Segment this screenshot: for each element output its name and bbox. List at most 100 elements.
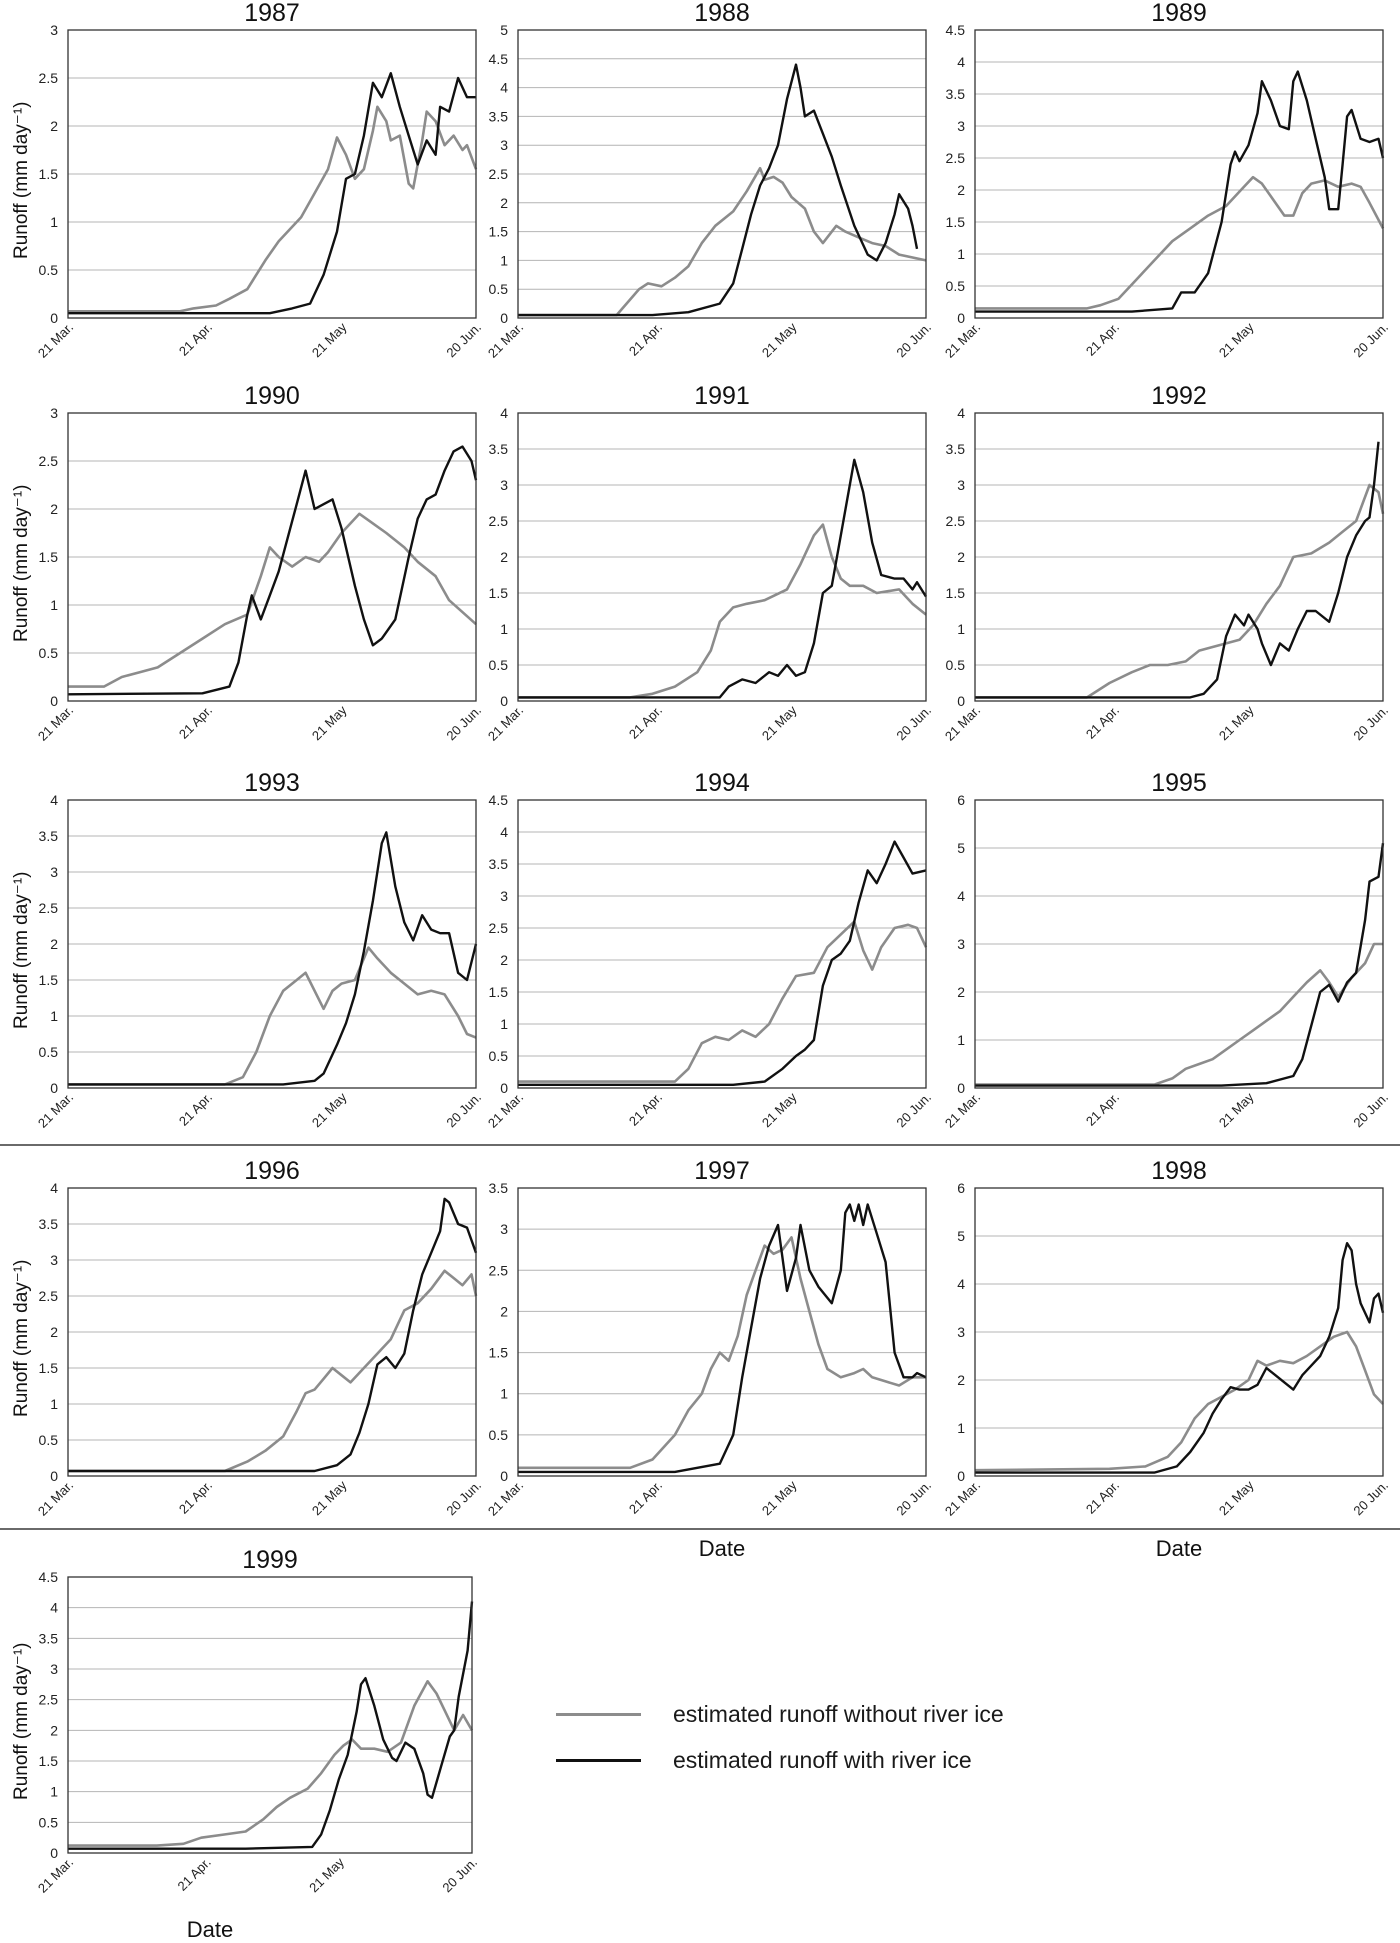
y-axis-title: Runoff (mm day⁻¹) [11,871,32,1030]
x-tick-label: 21 May [1216,319,1257,360]
y-tick-label: 0 [500,693,508,709]
y-tick-label: 2 [50,1722,58,1738]
y-tick-label: 6 [957,1180,965,1196]
y-axis-title: Runoff (mm day⁻¹) [11,1259,32,1418]
series-line-with-river-ice [975,70,1385,313]
series-line-without-river-ice [68,1680,474,1847]
y-tick-label: 4.5 [946,22,966,38]
y-tick-label: 1.5 [489,1345,509,1361]
y-tick-label: 0 [500,1080,508,1096]
x-tick-label: 20 Jun. [443,1478,484,1519]
y-tick-label: 1 [500,621,508,637]
y-tick-label: 0 [957,310,965,326]
y-tick-label: 3.5 [946,86,966,102]
x-tick-label: 21 May [1216,1089,1257,1130]
panel-title: 1993 [244,769,300,797]
y-tick-label: 3 [500,1221,508,1237]
plot-frame [517,1187,927,1477]
y-tick-label: 3.5 [489,856,509,872]
x-tick-label: 21 Apr. [1083,703,1122,742]
series-line-without-river-ice [68,1269,478,1473]
x-tick-label: 20 Jun. [893,703,934,744]
y-tick-label: 1 [500,1016,508,1032]
x-tick-label: 21 Apr. [626,1090,665,1129]
y-tick-label: 0 [50,1080,58,1096]
panel-1999: 00.511.522.533.544.521 Mar. 21 Apr. 21 May… [35,1569,480,1896]
y-tick-label: 0.5 [489,1048,509,1064]
y-tick-label: 0 [957,693,965,709]
y-tick-label: 3.5 [489,1180,509,1196]
y-tick-label: 0.5 [489,1427,509,1443]
x-tick-label: 21 May [1216,1477,1257,1518]
series-line-without-river-ice [974,1330,1384,1472]
x-tick-label: 21 Apr. [626,703,665,742]
legend-entry-without-ice: estimated runoff without river ice [556,1701,1004,1728]
y-tick-label: 2 [957,182,965,198]
x-tick-label: 21 May [1216,702,1257,743]
y-tick-label: 0.5 [489,657,509,673]
series-line-without-river-ice [518,166,927,317]
y-tick-label: 0.5 [39,262,59,278]
y-tick-label: 4 [500,405,508,421]
x-axis-title: Date [1155,1536,1203,1561]
x-tick-label: 21 Apr. [176,320,215,359]
y-tick-label: 5 [957,1228,965,1244]
y-tick-label: 3 [50,22,58,38]
y-tick-label: 3 [957,477,965,493]
plot-frame [67,412,477,702]
x-tick-label: 20 Jun. [1350,1090,1391,1131]
y-axis-title: Runoff (mm day⁻¹) [11,101,32,260]
row-separator [0,1144,1400,1146]
x-tick-label: 20 Jun. [443,1090,484,1131]
y-tick-label: 0.5 [946,657,966,673]
x-tick-label: 21 Apr. [176,1090,215,1129]
legend-swatch-grey [556,1713,641,1716]
y-tick-label: 2.5 [946,513,966,529]
y-tick-label: 4 [957,1276,965,1292]
y-tick-label: 2.5 [946,150,966,166]
series-line-with-river-ice [67,445,478,696]
panel-title: 1991 [694,382,750,410]
y-tick-label: 1.5 [39,549,59,565]
y-tick-label: 0.5 [489,281,509,297]
y-tick-label: 1.5 [39,166,59,182]
y-tick-label: 1 [957,1032,965,1048]
y-tick-label: 0 [500,310,508,326]
series-line-with-river-ice [68,72,476,315]
y-tick-label: 2.5 [489,920,509,936]
y-tick-label: 0 [50,1468,58,1484]
y-tick-label: 3.5 [39,1630,59,1646]
y-tick-label: 2 [957,984,965,1000]
y-tick-label: 1.5 [489,984,509,1000]
series-line-without-river-ice [68,105,478,313]
y-tick-label: 0.5 [39,1814,59,1830]
y-tick-label: 2.5 [39,1692,59,1708]
y-tick-label: 4 [957,54,965,70]
y-tick-label: 3.5 [946,441,966,457]
y-tick-label: 3 [500,888,508,904]
y-tick-label: 0 [957,1080,965,1096]
x-tick-label: 20 Jun. [893,1478,934,1519]
x-tick-label: 21 May [309,1477,350,1518]
series-line-without-river-ice [68,946,477,1086]
panel-title: 1992 [1151,382,1207,410]
x-tick-label: 20 Jun. [443,703,484,744]
x-tick-label: 21 Apr. [175,1855,214,1894]
plot-frame [67,29,477,319]
x-axis-title: Date [698,1536,746,1561]
y-tick-label: 5 [957,840,965,856]
y-tick-label: 2.5 [489,513,509,529]
y-tick-label: 2.5 [489,166,509,182]
y-tick-label: 0 [50,693,58,709]
y-tick-label: 4 [50,792,58,808]
x-tick-label: 21 Apr. [1083,320,1122,359]
x-tick-label: 21 Apr. [626,1478,665,1517]
